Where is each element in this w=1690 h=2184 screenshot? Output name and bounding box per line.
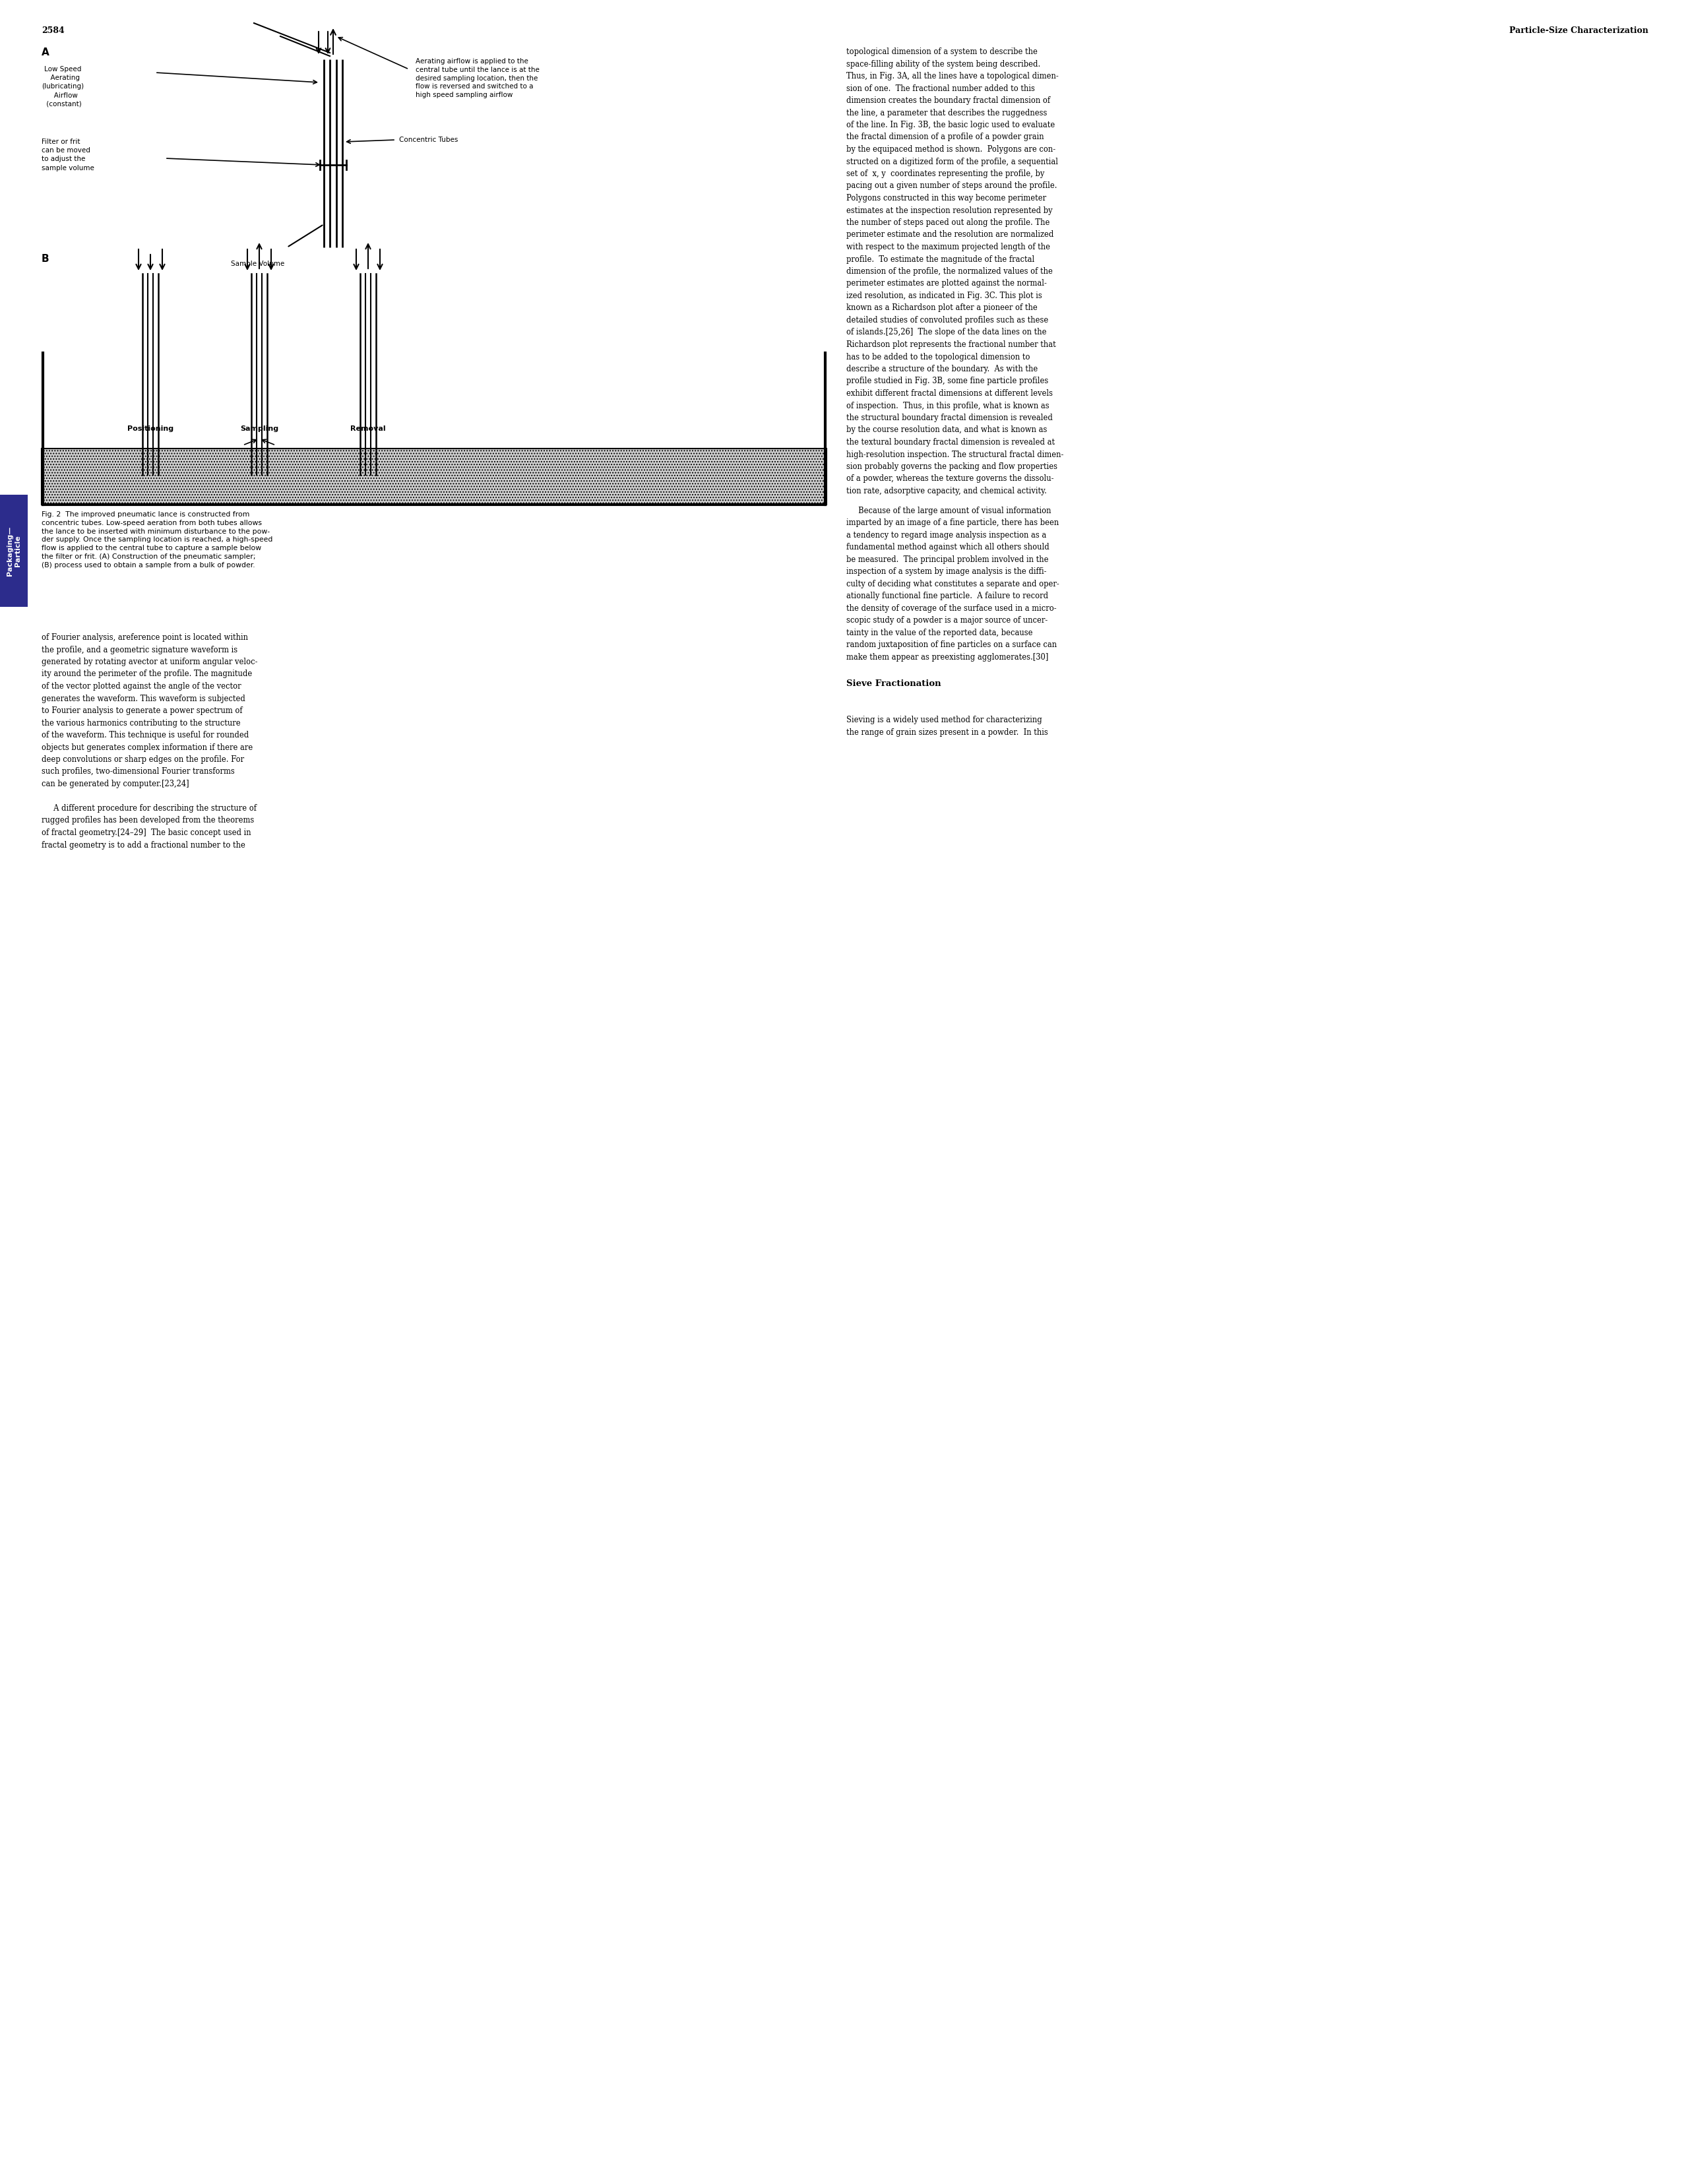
- Text: of Fourier analysis, areference point is located within: of Fourier analysis, areference point is…: [42, 633, 248, 642]
- Text: describe a structure of the boundary.  As with the: describe a structure of the boundary. As…: [847, 365, 1038, 373]
- Text: space-filling ability of the system being described.: space-filling ability of the system bein…: [847, 59, 1041, 68]
- Text: sion probably governs the packing and flow properties: sion probably governs the packing and fl…: [847, 463, 1058, 472]
- Text: the density of coverage of the surface used in a micro-: the density of coverage of the surface u…: [847, 605, 1056, 612]
- Text: Aerating airflow is applied to the
central tube until the lance is at the
desire: Aerating airflow is applied to the centr…: [416, 59, 539, 98]
- Text: be measured.  The principal problem involved in the: be measured. The principal problem invol…: [847, 555, 1048, 563]
- Text: to Fourier analysis to generate a power spectrum of: to Fourier analysis to generate a power …: [42, 705, 242, 714]
- Text: deep convolutions or sharp edges on the profile. For: deep convolutions or sharp edges on the …: [42, 756, 243, 764]
- Text: sion of one.  The fractional number added to this: sion of one. The fractional number added…: [847, 85, 1034, 92]
- Text: the fractal dimension of a profile of a powder grain: the fractal dimension of a profile of a …: [847, 133, 1044, 142]
- Text: Polygons constructed in this way become perimeter: Polygons constructed in this way become …: [847, 194, 1046, 203]
- Text: Positioning: Positioning: [127, 426, 174, 432]
- Text: A different procedure for describing the structure of: A different procedure for describing the…: [42, 804, 257, 812]
- Text: Sampling: Sampling: [240, 426, 279, 432]
- Text: a tendency to regard image analysis inspection as a: a tendency to regard image analysis insp…: [847, 531, 1046, 539]
- Text: topological dimension of a system to describe the: topological dimension of a system to des…: [847, 48, 1038, 57]
- Text: Sieving is a widely used method for characterizing: Sieving is a widely used method for char…: [847, 716, 1043, 725]
- Text: Because of the large amount of visual information: Because of the large amount of visual in…: [847, 507, 1051, 515]
- Text: set of  x, y  coordinates representing the profile, by: set of x, y coordinates representing the…: [847, 170, 1044, 179]
- Text: Packaging—
Particle: Packaging— Particle: [7, 526, 22, 577]
- Text: ized resolution, as indicated in Fig. 3C. This plot is: ized resolution, as indicated in Fig. 3C…: [847, 290, 1043, 299]
- Text: of the vector plotted against the angle of the vector: of the vector plotted against the angle …: [42, 681, 242, 690]
- Text: dimension creates the boundary fractal dimension of: dimension creates the boundary fractal d…: [847, 96, 1051, 105]
- Text: Fig. 2  The improved pneumatic lance is constructed from
concentric tubes. Low-s: Fig. 2 The improved pneumatic lance is c…: [42, 511, 272, 568]
- Text: the profile, and a geometric signature waveform is: the profile, and a geometric signature w…: [42, 646, 238, 653]
- Text: tainty in the value of the reported data, because: tainty in the value of the reported data…: [847, 629, 1033, 638]
- Text: the textural boundary fractal dimension is revealed at: the textural boundary fractal dimension …: [847, 439, 1055, 446]
- Text: has to be added to the topological dimension to: has to be added to the topological dimen…: [847, 352, 1031, 360]
- Text: the structural boundary fractal dimension is revealed: the structural boundary fractal dimensio…: [847, 413, 1053, 422]
- Text: the line, a parameter that describes the ruggedness: the line, a parameter that describes the…: [847, 109, 1048, 118]
- Text: Thus, in Fig. 3A, all the lines have a topological dimen-: Thus, in Fig. 3A, all the lines have a t…: [847, 72, 1058, 81]
- Text: objects but generates complex information if there are: objects but generates complex informatio…: [42, 743, 254, 751]
- Text: fundamental method against which all others should: fundamental method against which all oth…: [847, 544, 1049, 553]
- Text: Particle-Size Characterization: Particle-Size Characterization: [1509, 26, 1648, 35]
- Text: imparted by an image of a fine particle, there has been: imparted by an image of a fine particle,…: [847, 518, 1060, 526]
- Text: with respect to the maximum projected length of the: with respect to the maximum projected le…: [847, 242, 1049, 251]
- Text: 2584: 2584: [42, 26, 64, 35]
- Text: exhibit different fractal dimensions at different levels: exhibit different fractal dimensions at …: [847, 389, 1053, 397]
- Text: of fractal geometry.[24–29]  The basic concept used in: of fractal geometry.[24–29] The basic co…: [42, 828, 252, 836]
- Text: high-resolution inspection. The structural fractal dimen-: high-resolution inspection. The structur…: [847, 450, 1063, 459]
- Text: detailed studies of convoluted profiles such as these: detailed studies of convoluted profiles …: [847, 317, 1048, 325]
- Text: random juxtaposition of fine particles on a surface can: random juxtaposition of fine particles o…: [847, 640, 1056, 649]
- Text: of the waveform. This technique is useful for rounded: of the waveform. This technique is usefu…: [42, 732, 248, 740]
- Text: generates the waveform. This waveform is subjected: generates the waveform. This waveform is…: [42, 695, 245, 703]
- Text: by the course resolution data, and what is known as: by the course resolution data, and what …: [847, 426, 1048, 435]
- Text: by the equipaced method is shown.  Polygons are con-: by the equipaced method is shown. Polygo…: [847, 144, 1056, 153]
- Text: Sample Volume: Sample Volume: [232, 260, 284, 266]
- Text: the various harmonics contributing to the structure: the various harmonics contributing to th…: [42, 719, 240, 727]
- Text: A: A: [42, 48, 49, 57]
- Text: profile.  To estimate the magnitude of the fractal: profile. To estimate the magnitude of th…: [847, 256, 1034, 264]
- Text: Removal: Removal: [350, 426, 385, 432]
- Text: Concentric Tubes: Concentric Tubes: [399, 138, 458, 144]
- Bar: [0, 496, 27, 607]
- Text: such profiles, two-dimensional Fourier transforms: such profiles, two-dimensional Fourier t…: [42, 767, 235, 775]
- Text: Low Speed
  Aerating
(lubricating)
   Airflow
 (constant): Low Speed Aerating (lubricating) Airflow…: [42, 66, 84, 107]
- Text: the number of steps paced out along the profile. The: the number of steps paced out along the …: [847, 218, 1049, 227]
- Text: the range of grain sizes present in a powder.  In this: the range of grain sizes present in a po…: [847, 727, 1048, 736]
- Text: ity around the perimeter of the profile. The magnitude: ity around the perimeter of the profile.…: [42, 670, 252, 679]
- Text: Filter or frit
can be moved
to adjust the
sample volume: Filter or frit can be moved to adjust th…: [42, 138, 95, 170]
- Text: culty of deciding what constitutes a separate and oper-: culty of deciding what constitutes a sep…: [847, 579, 1060, 587]
- Text: can be generated by computer.[23,24]: can be generated by computer.[23,24]: [42, 780, 189, 788]
- Text: of inspection.  Thus, in this profile, what is known as: of inspection. Thus, in this profile, wh…: [847, 402, 1049, 411]
- Text: Sieve Fractionation: Sieve Fractionation: [847, 679, 941, 688]
- Text: inspection of a system by image analysis is the diffi-: inspection of a system by image analysis…: [847, 568, 1046, 577]
- Text: tion rate, adsorptive capacity, and chemical activity.: tion rate, adsorptive capacity, and chem…: [847, 487, 1046, 496]
- Text: structed on a digitized form of the profile, a sequential: structed on a digitized form of the prof…: [847, 157, 1058, 166]
- Text: fractal geometry is to add a fractional number to the: fractal geometry is to add a fractional …: [42, 841, 245, 850]
- Text: scopic study of a powder is a major source of uncer-: scopic study of a powder is a major sour…: [847, 616, 1048, 625]
- Text: Richardson plot represents the fractional number that: Richardson plot represents the fractiona…: [847, 341, 1056, 349]
- Text: profile studied in Fig. 3B, some fine particle profiles: profile studied in Fig. 3B, some fine pa…: [847, 378, 1048, 387]
- Text: of the line. In Fig. 3B, the basic logic used to evaluate: of the line. In Fig. 3B, the basic logic…: [847, 120, 1055, 129]
- Text: generated by rotating avector at uniform angular veloc-: generated by rotating avector at uniform…: [42, 657, 257, 666]
- Text: B: B: [42, 253, 49, 264]
- Text: ationally functional fine particle.  A failure to record: ationally functional fine particle. A fa…: [847, 592, 1048, 601]
- Text: known as a Richardson plot after a pioneer of the: known as a Richardson plot after a pione…: [847, 304, 1038, 312]
- Text: make them appear as preexisting agglomerates.[30]: make them appear as preexisting agglomer…: [847, 653, 1048, 662]
- Text: dimension of the profile, the normalized values of the: dimension of the profile, the normalized…: [847, 266, 1053, 275]
- Bar: [42, 448, 826, 505]
- Text: rugged profiles has been developed from the theorems: rugged profiles has been developed from …: [42, 817, 254, 826]
- Text: of islands.[25,26]  The slope of the data lines on the: of islands.[25,26] The slope of the data…: [847, 328, 1046, 336]
- Text: estimates at the inspection resolution represented by: estimates at the inspection resolution r…: [847, 205, 1053, 214]
- Text: perimeter estimate and the resolution are normalized: perimeter estimate and the resolution ar…: [847, 232, 1055, 238]
- Text: pacing out a given number of steps around the profile.: pacing out a given number of steps aroun…: [847, 181, 1058, 190]
- Text: of a powder, whereas the texture governs the dissolu-: of a powder, whereas the texture governs…: [847, 474, 1055, 483]
- Text: perimeter estimates are plotted against the normal-: perimeter estimates are plotted against …: [847, 280, 1046, 288]
